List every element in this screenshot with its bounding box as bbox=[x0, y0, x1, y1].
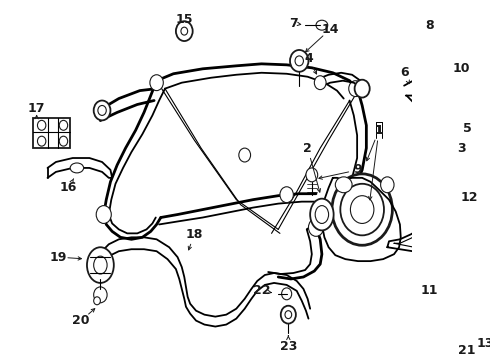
Ellipse shape bbox=[285, 311, 292, 319]
Text: 10: 10 bbox=[452, 62, 470, 75]
Ellipse shape bbox=[422, 57, 433, 69]
Ellipse shape bbox=[280, 187, 294, 203]
Ellipse shape bbox=[98, 105, 106, 116]
Ellipse shape bbox=[94, 256, 107, 274]
Text: 12: 12 bbox=[461, 191, 478, 204]
Ellipse shape bbox=[70, 163, 84, 173]
Text: 22: 22 bbox=[253, 284, 270, 297]
Text: 13: 13 bbox=[477, 337, 490, 350]
Text: 21: 21 bbox=[458, 344, 476, 357]
Ellipse shape bbox=[310, 199, 334, 230]
Ellipse shape bbox=[94, 287, 107, 303]
Ellipse shape bbox=[341, 184, 384, 235]
Text: 17: 17 bbox=[28, 102, 46, 115]
Ellipse shape bbox=[335, 177, 352, 193]
Text: 15: 15 bbox=[175, 13, 193, 26]
Ellipse shape bbox=[59, 136, 68, 146]
Ellipse shape bbox=[295, 56, 303, 66]
Text: 1: 1 bbox=[374, 124, 383, 137]
Ellipse shape bbox=[37, 120, 46, 130]
Polygon shape bbox=[446, 148, 471, 168]
Text: 2: 2 bbox=[303, 141, 312, 154]
Ellipse shape bbox=[290, 50, 309, 72]
Ellipse shape bbox=[306, 168, 318, 182]
Ellipse shape bbox=[150, 75, 163, 91]
Polygon shape bbox=[459, 220, 481, 249]
Ellipse shape bbox=[463, 325, 471, 336]
Ellipse shape bbox=[281, 306, 296, 324]
Polygon shape bbox=[475, 309, 490, 341]
Ellipse shape bbox=[87, 247, 114, 283]
Ellipse shape bbox=[479, 314, 490, 336]
Ellipse shape bbox=[37, 136, 46, 146]
Ellipse shape bbox=[460, 150, 469, 160]
Text: 5: 5 bbox=[464, 122, 472, 135]
Ellipse shape bbox=[94, 297, 100, 305]
Ellipse shape bbox=[350, 196, 374, 224]
Ellipse shape bbox=[315, 206, 329, 224]
Text: 14: 14 bbox=[321, 23, 339, 36]
Polygon shape bbox=[33, 118, 70, 148]
Ellipse shape bbox=[282, 288, 292, 300]
Ellipse shape bbox=[315, 76, 326, 90]
Text: 23: 23 bbox=[280, 340, 297, 353]
Text: 16: 16 bbox=[60, 181, 77, 194]
Ellipse shape bbox=[381, 177, 394, 193]
Text: 9: 9 bbox=[354, 163, 362, 176]
Text: 4: 4 bbox=[304, 53, 313, 66]
Text: 19: 19 bbox=[50, 251, 67, 264]
Text: 18: 18 bbox=[186, 228, 203, 241]
Ellipse shape bbox=[59, 120, 68, 130]
Ellipse shape bbox=[462, 104, 470, 112]
Text: 1: 1 bbox=[374, 124, 383, 137]
Ellipse shape bbox=[355, 80, 370, 98]
Ellipse shape bbox=[94, 100, 110, 120]
Text: 20: 20 bbox=[73, 314, 90, 327]
Ellipse shape bbox=[96, 206, 111, 224]
Ellipse shape bbox=[176, 21, 193, 41]
Ellipse shape bbox=[426, 231, 449, 251]
Ellipse shape bbox=[463, 272, 471, 282]
Ellipse shape bbox=[316, 20, 328, 30]
Ellipse shape bbox=[332, 174, 392, 245]
Ellipse shape bbox=[239, 148, 250, 162]
Ellipse shape bbox=[448, 150, 457, 160]
Text: 6: 6 bbox=[400, 66, 409, 79]
Ellipse shape bbox=[463, 224, 476, 244]
Text: 11: 11 bbox=[420, 284, 438, 297]
Ellipse shape bbox=[181, 27, 188, 35]
Text: 7: 7 bbox=[289, 17, 298, 30]
Text: 8: 8 bbox=[425, 19, 434, 32]
Ellipse shape bbox=[458, 78, 468, 87]
Ellipse shape bbox=[309, 219, 323, 236]
Text: 3: 3 bbox=[457, 141, 465, 154]
Ellipse shape bbox=[349, 81, 362, 96]
Text: 1: 1 bbox=[374, 124, 383, 137]
